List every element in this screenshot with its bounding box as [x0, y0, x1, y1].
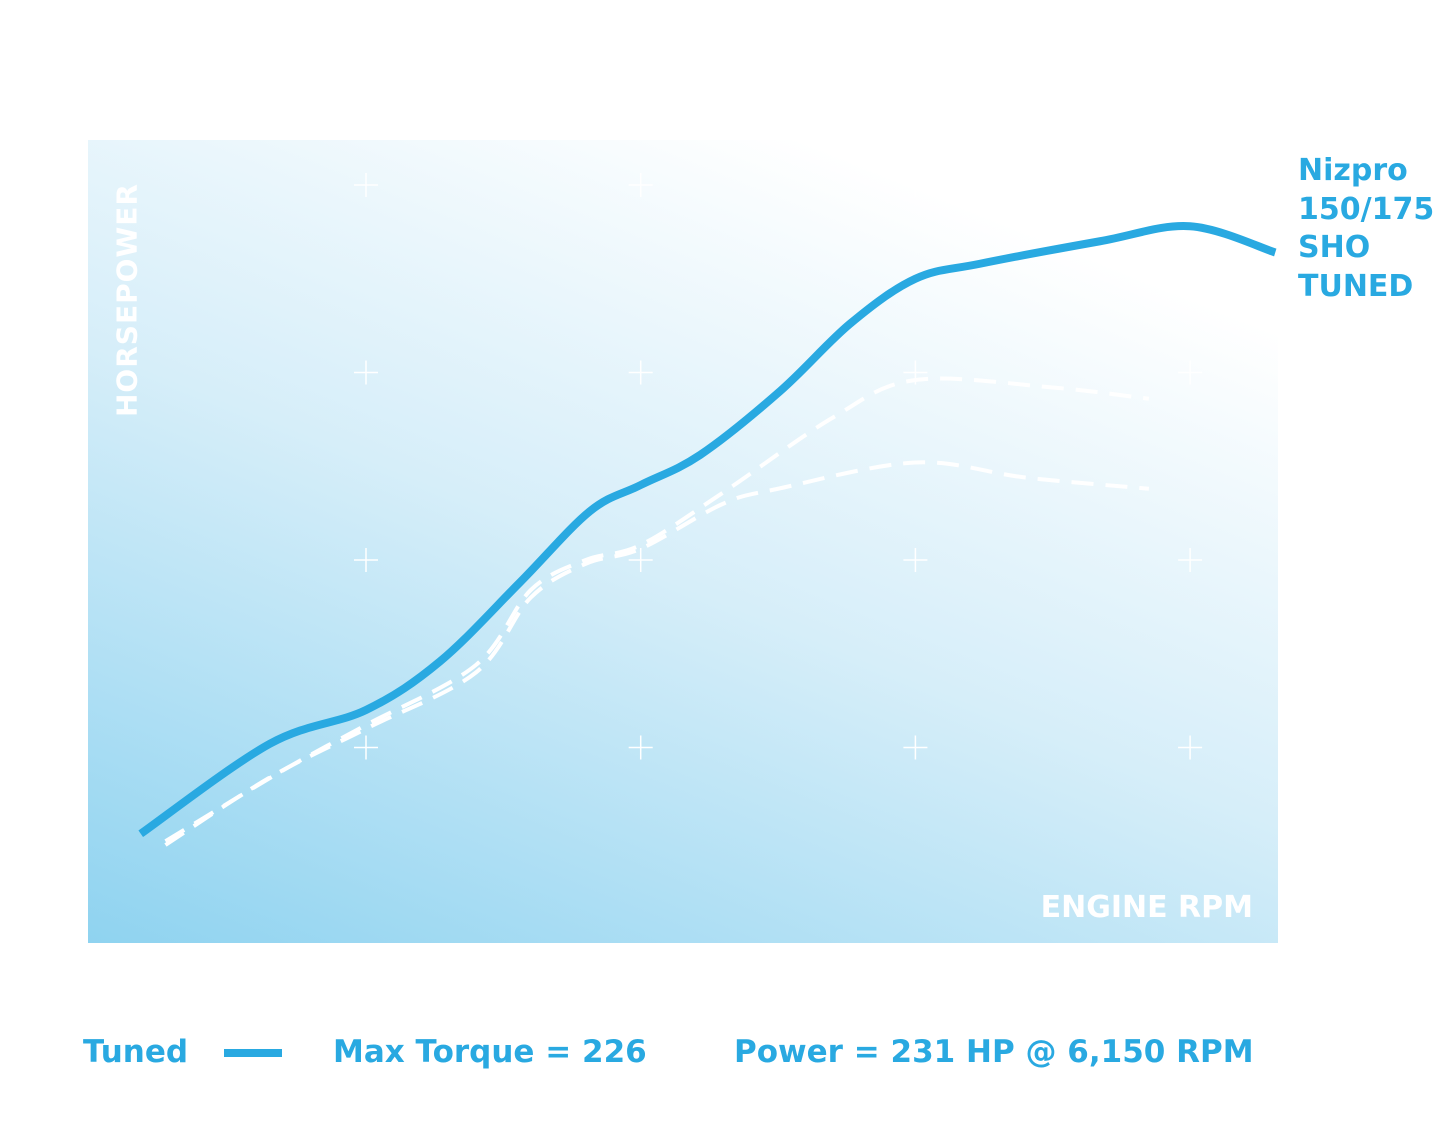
series-line-tuned — [138, 222, 1277, 838]
legend-stock-label: Stock — [83, 1090, 181, 1126]
grid-cross — [628, 360, 653, 385]
grid-cross — [903, 173, 928, 197]
legend-tuned-torque: Max Torque = 226 — [333, 1034, 647, 1070]
grid-cross — [628, 548, 653, 572]
legend-tuned-label: Tuned — [83, 1034, 189, 1070]
legend-stock-power: Power = 186 HP @ 5,100 RPM — [734, 1090, 1254, 1126]
grid-cross — [354, 548, 378, 572]
series-label-line: 150 SHO — [1298, 486, 1444, 521]
y-tick-label: 200 — [26, 171, 68, 196]
legend-stock-torque: Max Torque = 202 — [333, 1090, 647, 1126]
series-label-line: STOCK — [1298, 524, 1411, 560]
chart-title: Yamaha 4 Cylinder SHO — [88, 0, 949, 80]
x-tick-label: 3000 — [335, 962, 397, 990]
series-label-line: 175 SHO — [1298, 351, 1444, 386]
x-tick-label: 2000 — [94, 962, 156, 990]
series-label: Nizpro 150/175 SHO TUNED — [1298, 152, 1434, 306]
series-label: 150 SHO STOCK — [1298, 485, 1443, 562]
grid-cross — [628, 173, 653, 197]
series-label-line: TUNED — [1298, 268, 1414, 304]
grid-cross — [354, 735, 378, 760]
series-label-line: SHO — [1298, 230, 1371, 265]
grid-cross — [1178, 548, 1203, 572]
legend-tuned-power: Power = 231 HP @ 6,150 RPM — [734, 1034, 1254, 1070]
y-tick-label: 0 — [54, 921, 68, 946]
series-label: 175 SHO STOCK — [1298, 350, 1443, 427]
series-label-line: 150/175 — [1298, 191, 1435, 227]
grid-cross — [354, 360, 378, 385]
plot-background — [88, 140, 1278, 943]
y-tick-label: 100 — [26, 546, 68, 571]
grid-cross — [903, 735, 928, 760]
series-line-175-sho-stock — [164, 376, 1150, 843]
x-tick-label: 5000 — [884, 962, 946, 990]
y-axis-label: HORSEPOWER — [110, 183, 144, 417]
grid-cross — [354, 173, 378, 197]
x-tick-label: 6000 — [1159, 962, 1221, 990]
x-tick-label: 4000 — [610, 962, 672, 990]
series-label-line: STOCK — [1298, 389, 1411, 425]
series-line-150-sho-stock — [164, 460, 1150, 847]
grid-cross — [1178, 360, 1203, 385]
x-axis-label: ENGINE RPM — [1040, 890, 1253, 925]
y-tick-label: 50 — [40, 733, 68, 759]
grid-cross — [1178, 735, 1203, 760]
grid-cross — [1178, 173, 1203, 197]
y-tick-label: 150 — [26, 358, 68, 384]
grid-cross — [628, 735, 653, 760]
series-label-line: Nizpro — [1298, 153, 1408, 188]
grid-cross — [903, 548, 928, 572]
